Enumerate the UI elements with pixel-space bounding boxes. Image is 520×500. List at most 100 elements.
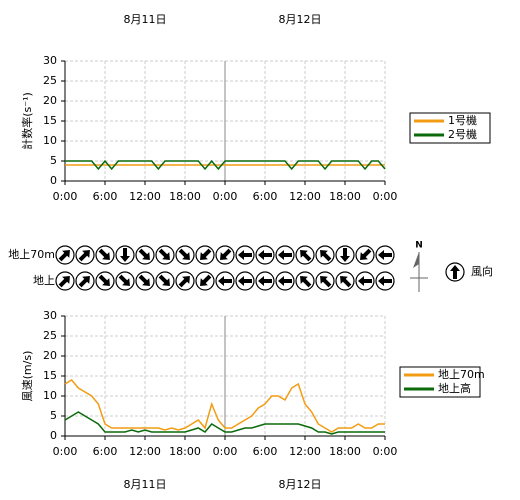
y-tick-label: 5 <box>50 409 57 422</box>
wind-arrow <box>375 245 395 265</box>
arrow-shape <box>450 265 460 279</box>
date-label: 8月12日 <box>279 478 322 491</box>
wind-arrow <box>315 245 335 265</box>
legend-box <box>409 112 491 144</box>
arrow-shape <box>58 250 70 262</box>
wind-arrow <box>135 271 155 291</box>
y-tick-label: 10 <box>43 134 57 147</box>
series-line <box>64 379 385 433</box>
x-tick-label: 0:00 <box>373 190 398 203</box>
legend-label: 地上70m <box>438 368 485 381</box>
arrow-shape <box>98 248 110 260</box>
wind-arrow <box>355 271 375 291</box>
legend-label: 風向 <box>471 264 493 278</box>
y-tick-label: 30 <box>43 54 57 67</box>
wind-arrow <box>115 271 135 291</box>
wind-arrow <box>215 271 235 291</box>
y-tick-label: 20 <box>43 94 57 107</box>
x-tick-label: 0:00 <box>53 190 78 203</box>
arrow-shape <box>360 248 372 260</box>
arrow-shape <box>78 250 90 262</box>
arrow-shape <box>98 274 110 286</box>
date-label: 8月12日 <box>279 13 322 26</box>
x-tick-label: 6:00 <box>253 445 278 458</box>
x-tick-label: 0:00 <box>373 445 398 458</box>
arrow-shape <box>218 276 232 286</box>
y-tick-label: 25 <box>43 74 57 87</box>
arrow-shape <box>200 274 212 286</box>
compass-arrow <box>413 252 419 268</box>
wind-arrow <box>255 245 275 265</box>
y-tick-label: 15 <box>43 114 57 127</box>
wind-arrow <box>295 271 315 291</box>
x-tick-label: 0:00 <box>53 445 78 458</box>
row-label: 地上 <box>33 274 55 287</box>
y-tick-label: 20 <box>43 349 57 362</box>
wind-arrow <box>55 245 75 265</box>
wind-arrow <box>445 262 465 282</box>
arrow-shape <box>258 276 272 286</box>
arrow-shape <box>378 276 392 286</box>
wind-arrow <box>295 245 315 265</box>
wind-arrow <box>335 245 355 265</box>
north-label: N <box>415 241 423 251</box>
wind-arrow <box>115 245 135 265</box>
series-line <box>64 411 385 435</box>
x-tick-label: 6:00 <box>253 190 278 203</box>
wind-arrow <box>215 245 235 265</box>
wind-arrow <box>255 271 275 291</box>
wind-arrow <box>55 271 75 291</box>
legend-box <box>399 366 481 398</box>
arrow-shape <box>200 248 212 260</box>
wind-arrow <box>195 271 215 291</box>
wind-arrow <box>95 271 115 291</box>
row-label: 地上70m <box>8 248 55 261</box>
y-tick-label: 15 <box>43 369 57 382</box>
wind-arrow <box>195 245 215 265</box>
legend-label: 1号機 <box>448 113 477 127</box>
legend-label: 地上高 <box>438 381 471 395</box>
wind-arrow <box>175 245 195 265</box>
date-label: 8月11日 <box>124 478 167 491</box>
x-tick-label: 18:00 <box>329 445 361 458</box>
wind-arrow <box>235 245 255 265</box>
y-tick-label: 10 <box>43 389 57 402</box>
x-tick-label: 18:00 <box>329 190 361 203</box>
wind-arrow <box>155 245 175 265</box>
y-tick-label: 0 <box>50 429 57 442</box>
arrow-shape <box>320 276 332 288</box>
series-line <box>65 159 386 171</box>
compass: N <box>410 241 428 292</box>
wind-arrow <box>275 271 295 291</box>
wind-arrow <box>275 245 295 265</box>
x-tick-label: 6:00 <box>93 445 118 458</box>
wind-arrow <box>155 271 175 291</box>
arrow-shape <box>220 248 232 260</box>
arrow-shape <box>378 250 392 260</box>
wind-arrow <box>355 245 375 265</box>
arrow-shape <box>320 250 332 262</box>
wind-arrow <box>75 271 95 291</box>
wind-arrow <box>135 245 155 265</box>
arrow-shape <box>58 276 70 288</box>
wind-arrow <box>95 245 115 265</box>
arrow-shape <box>158 248 170 260</box>
arrow-shape <box>340 276 352 288</box>
arrow-shape <box>300 250 312 262</box>
x-tick-label: 18:00 <box>169 190 201 203</box>
y-axis-label: 風速(m/s) <box>21 351 34 402</box>
wind-arrow <box>335 271 355 291</box>
arrow-shape <box>358 276 372 286</box>
x-tick-label: 6:00 <box>93 190 118 203</box>
arrow-shape <box>78 276 90 288</box>
arrow-shape <box>340 248 350 262</box>
x-tick-label: 18:00 <box>169 445 201 458</box>
date-label: 8月11日 <box>124 13 167 26</box>
x-tick-label: 12:00 <box>129 190 161 203</box>
wind-arrow <box>75 245 95 265</box>
arrow-shape <box>278 276 292 286</box>
arrow-shape <box>300 276 312 288</box>
arrow-shape <box>138 248 150 260</box>
y-tick-label: 0 <box>50 174 57 187</box>
